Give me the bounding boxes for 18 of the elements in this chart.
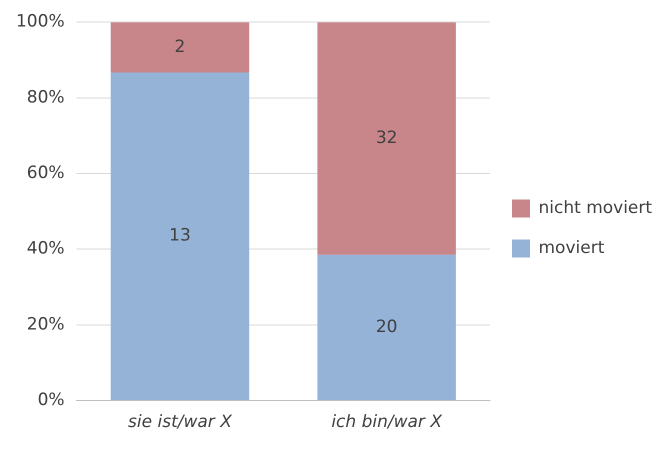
y-tick-label: 80% [26,87,65,108]
bar [110,72,250,400]
legend-label: moviert [538,238,605,258]
annotation: 32 [376,128,398,148]
y-tick-label: 100% [16,12,65,32]
x-tick-label: sie ist/war X [128,412,232,432]
legend-label: nicht moviert [538,198,652,218]
bar [110,22,250,73]
annotation: 20 [376,316,398,337]
y-tick-label: 40% [26,238,65,259]
y-tick-label: 60% [26,162,65,183]
y-tick-label: 20% [26,314,65,334]
bar [317,254,456,400]
y-tick-label: 0% [38,390,65,410]
x-tick-label: ich bin/war X [331,412,442,432]
annotation: 2 [174,36,186,57]
bar [317,22,456,255]
annotation: 13 [169,226,191,246]
